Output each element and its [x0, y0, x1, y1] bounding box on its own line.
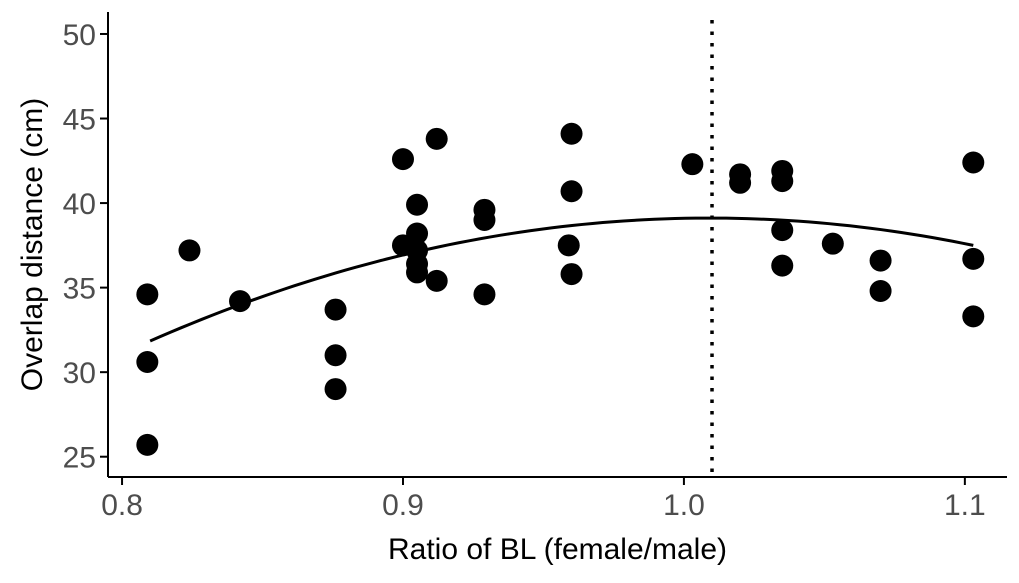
data-point [821, 232, 844, 255]
y-tick-label: 30 [63, 357, 96, 390]
y-tick-label: 25 [63, 442, 96, 475]
data-point [473, 208, 496, 231]
y-tick-label: 50 [63, 19, 96, 52]
data-point [771, 254, 794, 277]
data-point [136, 351, 159, 374]
data-points-layer [136, 122, 985, 456]
data-point [681, 153, 704, 176]
data-point [962, 305, 985, 328]
fit-curve [149, 216, 974, 343]
data-point [178, 239, 201, 262]
y-tick-label: 45 [63, 104, 96, 137]
x-axis-title: Ratio of BL (female/male) [388, 533, 727, 566]
data-point [406, 261, 429, 284]
y-ticks: 25 30 35 40 45 50 [63, 19, 108, 475]
data-point [473, 283, 496, 306]
data-point [771, 219, 794, 242]
y-tick-label: 40 [63, 188, 96, 221]
data-point [560, 122, 583, 145]
data-point [869, 249, 892, 272]
data-point [324, 378, 347, 401]
x-tick-label: 0.8 [101, 489, 143, 522]
data-point [136, 283, 159, 306]
x-tick-label: 1.0 [663, 489, 705, 522]
data-point [324, 344, 347, 367]
y-tick-label: 35 [63, 273, 96, 306]
data-point [406, 193, 429, 216]
y-axis-title: Overlap distance (cm) [16, 98, 49, 391]
data-point [729, 171, 752, 194]
data-point [229, 290, 252, 313]
data-point [560, 263, 583, 286]
data-point [962, 151, 985, 174]
x-tick-label: 0.9 [382, 489, 424, 522]
data-point [962, 247, 985, 270]
data-point [557, 234, 580, 257]
data-point [560, 180, 583, 203]
x-tick-label: 1.1 [944, 489, 986, 522]
fit-curve-layer [149, 216, 974, 343]
data-point [391, 148, 414, 171]
data-point [324, 298, 347, 321]
data-point [869, 280, 892, 302]
data-point [406, 222, 429, 245]
data-point [771, 170, 794, 193]
data-point [136, 433, 159, 456]
axes-layer [107, 12, 1007, 478]
data-point [425, 269, 448, 292]
x-ticks: 0.8 0.9 1.0 1.1 [101, 477, 986, 522]
data-point [425, 127, 448, 150]
